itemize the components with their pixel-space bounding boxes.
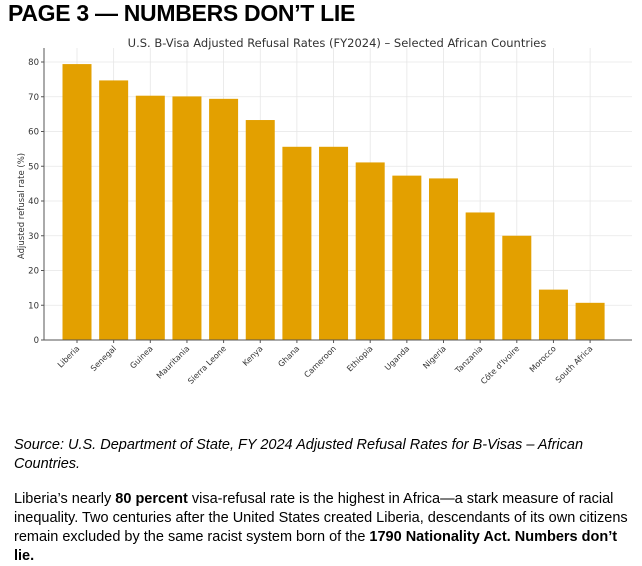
body-paragraph: Liberia’s nearly 80 percent visa-refusal… [14, 490, 640, 566]
x-tick-label: Nigeria [421, 344, 448, 371]
x-tick-label: Morocco [528, 344, 558, 374]
body-bold-1: 80 percent [115, 491, 188, 507]
body-text-2: visa-refusal rate is the highest in Afri… [14, 491, 628, 545]
bars [62, 64, 605, 341]
y-tick-label: 80 [28, 58, 39, 68]
y-tick-label: 20 [28, 267, 39, 277]
x-tick-label: Liberia [56, 344, 82, 370]
x-tick-label: Uganda [383, 344, 411, 372]
bar-mauritania [172, 96, 202, 340]
bar-morocco [538, 289, 568, 340]
x-tick-label: Mauritania [155, 344, 192, 381]
body-text-1: Liberia’s nearly [14, 491, 116, 507]
bar-kenya [245, 120, 275, 340]
bar-chart: U.S. B-Visa Adjusted Refusal Rates (FY20… [17, 36, 632, 386]
x-tick-label: Senegal [89, 344, 118, 373]
y-tick-label: 40 [28, 197, 39, 207]
y-tick-label: 0 [34, 336, 39, 346]
y-axis-label: Adjusted refusal rate (%) [17, 153, 27, 259]
chart-title: U.S. B-Visa Adjusted Refusal Rates (FY20… [128, 36, 547, 50]
x-tick-label: Côte d'Ivoire [478, 343, 521, 386]
bar-guinea [135, 95, 165, 341]
y-tick-label: 60 [28, 128, 39, 138]
bar-ghana [282, 146, 312, 340]
bar-sierra-leone [209, 98, 239, 341]
bar-tanzania [465, 212, 495, 340]
source-caption: Source: U.S. Department of State, FY 202… [14, 437, 584, 472]
x-tick-label: Kenya [241, 344, 265, 368]
x-tick-label: Ghana [276, 344, 301, 369]
x-tick-label: South Africa [554, 344, 595, 385]
x-tick-label: Sierra Leone [186, 344, 228, 386]
bar-liberia [62, 64, 92, 341]
bar-nigeria [429, 178, 458, 340]
x-tick-label: Ethiopia [345, 344, 374, 373]
y-tick-label: 10 [28, 301, 39, 311]
page-heading: PAGE 3 — NUMBERS DON’T LIE [8, 0, 356, 26]
bar-south-africa [575, 302, 605, 340]
y-tick-label: 30 [28, 232, 39, 242]
y-tick-label: 50 [28, 162, 39, 172]
bar-senegal [99, 80, 129, 341]
y-axis-ticks: 0 10 20 30 40 50 60 70 80 [28, 58, 44, 346]
x-tick-label: Guinea [128, 344, 155, 371]
x-tick-label: Tanzania [453, 344, 485, 376]
bar-uganda [392, 175, 422, 340]
bar-cameroon [319, 146, 349, 340]
bar-ethiopia [355, 162, 385, 340]
bar-c-te-d-ivoire [502, 235, 532, 340]
y-tick-label: 70 [28, 93, 39, 103]
x-tick-label: Cameroon [302, 344, 337, 379]
